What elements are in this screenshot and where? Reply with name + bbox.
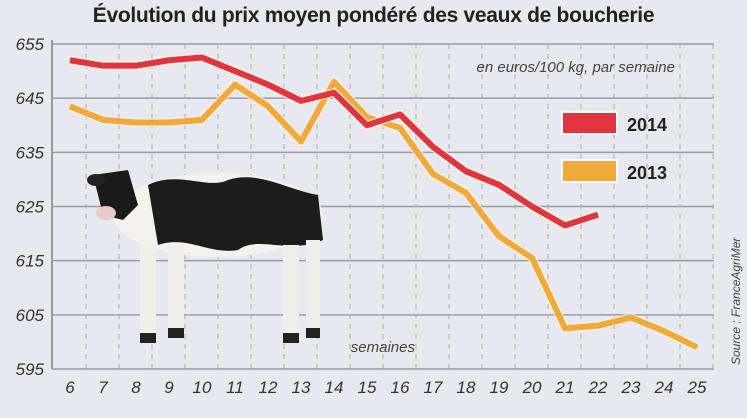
x-tick-label: 11 (226, 378, 244, 397)
legend-swatch-2014 (561, 111, 618, 135)
cow-spots (148, 177, 323, 251)
x-tick-label: 22 (588, 378, 608, 397)
legend-label-2013: 2013 (627, 163, 667, 183)
legend-label-2014: 2014 (627, 115, 667, 135)
y-tick-label: 645 (16, 89, 45, 108)
x-tick-label: 16 (391, 378, 410, 397)
y-tick-label: 595 (16, 360, 45, 379)
x-tick-label: 8 (131, 378, 141, 397)
x-tick-label: 21 (555, 378, 575, 397)
x-tick-label: 17 (424, 378, 443, 397)
x-tick-label: 13 (292, 378, 311, 397)
x-tick-label: 7 (98, 378, 108, 397)
cow-illustration (87, 170, 323, 343)
y-tick-label: 615 (16, 252, 45, 271)
x-tick-label: 19 (490, 378, 509, 397)
unit-note: en euros/100 kg, par semaine (477, 59, 675, 76)
chart-title: Évolution du prix moyen pondéré des veau… (92, 4, 655, 27)
y-tick-label: 655 (16, 35, 45, 54)
legend-swatch-2013 (561, 159, 618, 183)
x-tick-label: 15 (358, 378, 377, 397)
source-note: Source : FranceAgriMer (729, 237, 743, 365)
y-tick-label: 635 (16, 143, 45, 162)
x-tick-label: 14 (325, 378, 344, 397)
y-tick-label: 625 (16, 198, 45, 217)
x-tick-label: 23 (621, 378, 641, 397)
x-axis-label: semaines (351, 339, 416, 356)
x-tick-label: 20 (522, 378, 542, 397)
x-tick-label: 24 (654, 378, 674, 397)
x-tick-label: 6 (65, 378, 75, 397)
x-tick-label: 12 (259, 378, 278, 397)
x-tick-label: 25 (687, 378, 707, 397)
x-tick-label: 10 (193, 378, 212, 397)
x-tick-label: 9 (164, 378, 174, 397)
legend: 2014 2013 (561, 111, 667, 183)
y-tick-label: 605 (16, 306, 45, 325)
x-tick-label: 18 (457, 378, 476, 397)
